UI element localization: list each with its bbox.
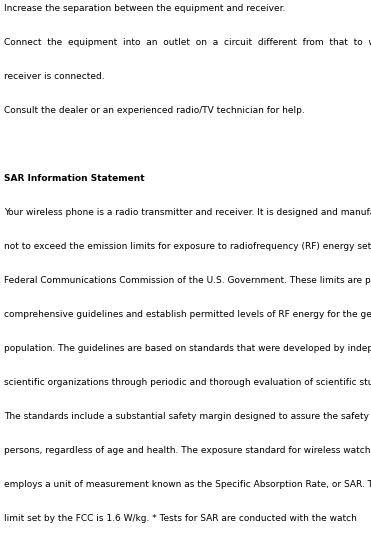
Text: Increase the separation between the equipment and receiver.: Increase the separation between the equi… <box>4 4 285 13</box>
Text: Federal Communications Commission of the U.S. Government. These limits are part : Federal Communications Commission of the… <box>4 276 371 285</box>
Text: Your wireless phone is a radio transmitter and receiver. It is designed and manu: Your wireless phone is a radio transmitt… <box>4 208 371 217</box>
Text: employs a unit of measurement known as the Specific Absorption Rate, or SAR. The: employs a unit of measurement known as t… <box>4 480 371 489</box>
Text: not to exceed the emission limits for exposure to radiofrequency (RF) energy set: not to exceed the emission limits for ex… <box>4 242 371 251</box>
Text: scientific organizations through periodic and thorough evaluation of scientific : scientific organizations through periodi… <box>4 378 371 387</box>
Text: persons, regardless of age and health. The exposure standard for wireless watch: persons, regardless of age and health. T… <box>4 446 371 455</box>
Text: The standards include a substantial safety margin designed to assure the safety : The standards include a substantial safe… <box>4 412 371 421</box>
Text: SAR Information Statement: SAR Information Statement <box>4 174 145 183</box>
Text: population. The guidelines are based on standards that were developed by indepen: population. The guidelines are based on … <box>4 344 371 353</box>
Text: Connect  the  equipment  into  an  outlet  on  a  circuit  different  from  that: Connect the equipment into an outlet on … <box>4 38 371 47</box>
Text: receiver is connected.: receiver is connected. <box>4 72 105 81</box>
Text: comprehensive guidelines and establish permitted levels of RF energy for the gen: comprehensive guidelines and establish p… <box>4 310 371 319</box>
Text: Consult the dealer or an experienced radio/TV technician for help.: Consult the dealer or an experienced rad… <box>4 106 305 115</box>
Text: limit set by the FCC is 1.6 W/kg. * Tests for SAR are conducted with the watch: limit set by the FCC is 1.6 W/kg. * Test… <box>4 514 357 523</box>
